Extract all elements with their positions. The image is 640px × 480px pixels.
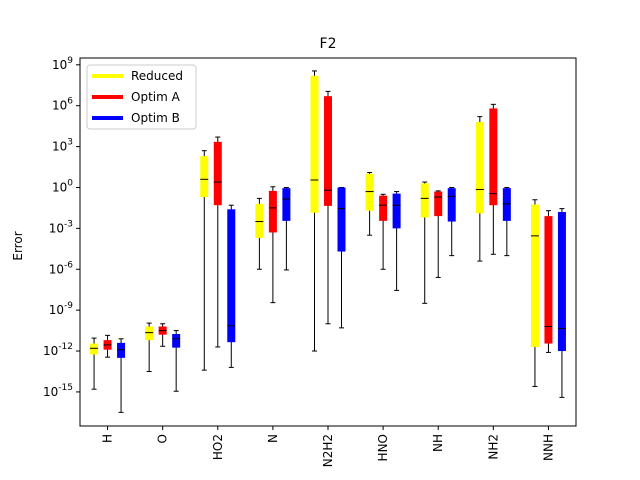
box-NNH-optim-b [557, 208, 566, 398]
box-iqr [392, 193, 401, 229]
box-iqr [544, 216, 553, 344]
box-NH-optim-b [447, 186, 456, 257]
box-N2H2-optim-b [337, 186, 346, 329]
legend-frame [86, 64, 197, 130]
box-NH2-reduced [475, 116, 484, 262]
x-tick-label: N2H2 [321, 434, 335, 467]
x-tick-label: HO2 [211, 434, 225, 460]
box-iqr [475, 122, 484, 214]
legend: Reduced Optim A Optim B [86, 64, 197, 130]
box-NH-reduced [420, 181, 429, 304]
x-tick-label: NH2 [486, 434, 500, 460]
box-NH2-optim-a [489, 103, 498, 255]
box-iqr [337, 187, 346, 252]
box-iqr [145, 326, 154, 341]
box-N-reduced [255, 197, 264, 270]
box-iqr [310, 75, 319, 213]
y-axis-label: Error [11, 231, 25, 260]
box-iqr [502, 188, 511, 221]
box-iqr [117, 342, 126, 358]
box-iqr [255, 203, 264, 238]
y-tick-label: 10-3 [49, 219, 73, 235]
box-H-optim-a [103, 334, 112, 358]
box-iqr [227, 209, 236, 343]
boxes-layer [90, 70, 566, 413]
box-iqr [365, 173, 374, 211]
x-tick-label: H [101, 434, 115, 443]
box-NNH-reduced [530, 199, 539, 387]
box-iqr [379, 195, 388, 221]
box-iqr [489, 108, 498, 206]
y-tick-label: 10-15 [43, 383, 73, 399]
legend-label: Optim B [131, 111, 180, 125]
x-tick-label: NH [431, 434, 445, 452]
box-NH2-optim-b [502, 186, 511, 257]
box-iqr [90, 343, 99, 355]
box-O-optim-a [158, 323, 167, 347]
box-N2H2-reduced [310, 70, 319, 352]
box-iqr [557, 212, 566, 352]
x-tick-label: N [266, 434, 280, 443]
box-HO2-optim-b [227, 204, 236, 368]
box-iqr [434, 191, 443, 217]
box-H-optim-b [117, 338, 126, 413]
box-iqr [324, 96, 332, 206]
legend-label: Optim A [131, 90, 181, 104]
y-tick-label: 103 [52, 138, 73, 154]
box-N-optim-b [282, 186, 291, 271]
box-HNO-optim-b [392, 191, 401, 291]
y-tick-label: 10-12 [43, 342, 73, 358]
box-iqr [200, 156, 209, 198]
box-HNO-optim-a [379, 193, 388, 270]
box-iqr [447, 188, 456, 222]
y-tick-label: 109 [52, 56, 73, 72]
box-iqr [282, 188, 291, 221]
y-tick-label: 106 [52, 97, 73, 113]
box-iqr [420, 183, 429, 218]
box-iqr [530, 204, 539, 347]
box-iqr [213, 141, 222, 206]
box-H-reduced [90, 337, 99, 390]
box-HO2-reduced [200, 150, 209, 371]
box-O-optim-b [172, 330, 181, 392]
box-iqr [172, 334, 181, 348]
x-axis-ticks: H O HO2 N N2H2 HNO NH NH2 NNH [101, 426, 555, 467]
chart-title: F2 [320, 36, 337, 52]
y-axis-ticks: 109 106 103 100 10-3 10-6 10-9 10-12 10-15 [43, 56, 80, 399]
x-tick-label: HNO [376, 434, 390, 461]
box-N-optim-a [268, 186, 277, 304]
box-HO2-optim-a [213, 136, 222, 348]
y-tick-label: 10-6 [49, 260, 74, 276]
box-NNH-optim-a [544, 210, 553, 353]
box-NH-optim-a [434, 190, 443, 278]
y-tick-label: 10-9 [49, 301, 74, 317]
box-iqr [268, 190, 277, 233]
x-tick-label: NNH [541, 434, 555, 461]
box-N2H2-optim-a [324, 90, 332, 325]
y-tick-label: 100 [52, 178, 73, 194]
box-HNO-reduced [365, 171, 374, 236]
x-tick-label: O [156, 434, 170, 443]
legend-label: Reduced [131, 69, 183, 83]
box-O-reduced [145, 322, 154, 372]
